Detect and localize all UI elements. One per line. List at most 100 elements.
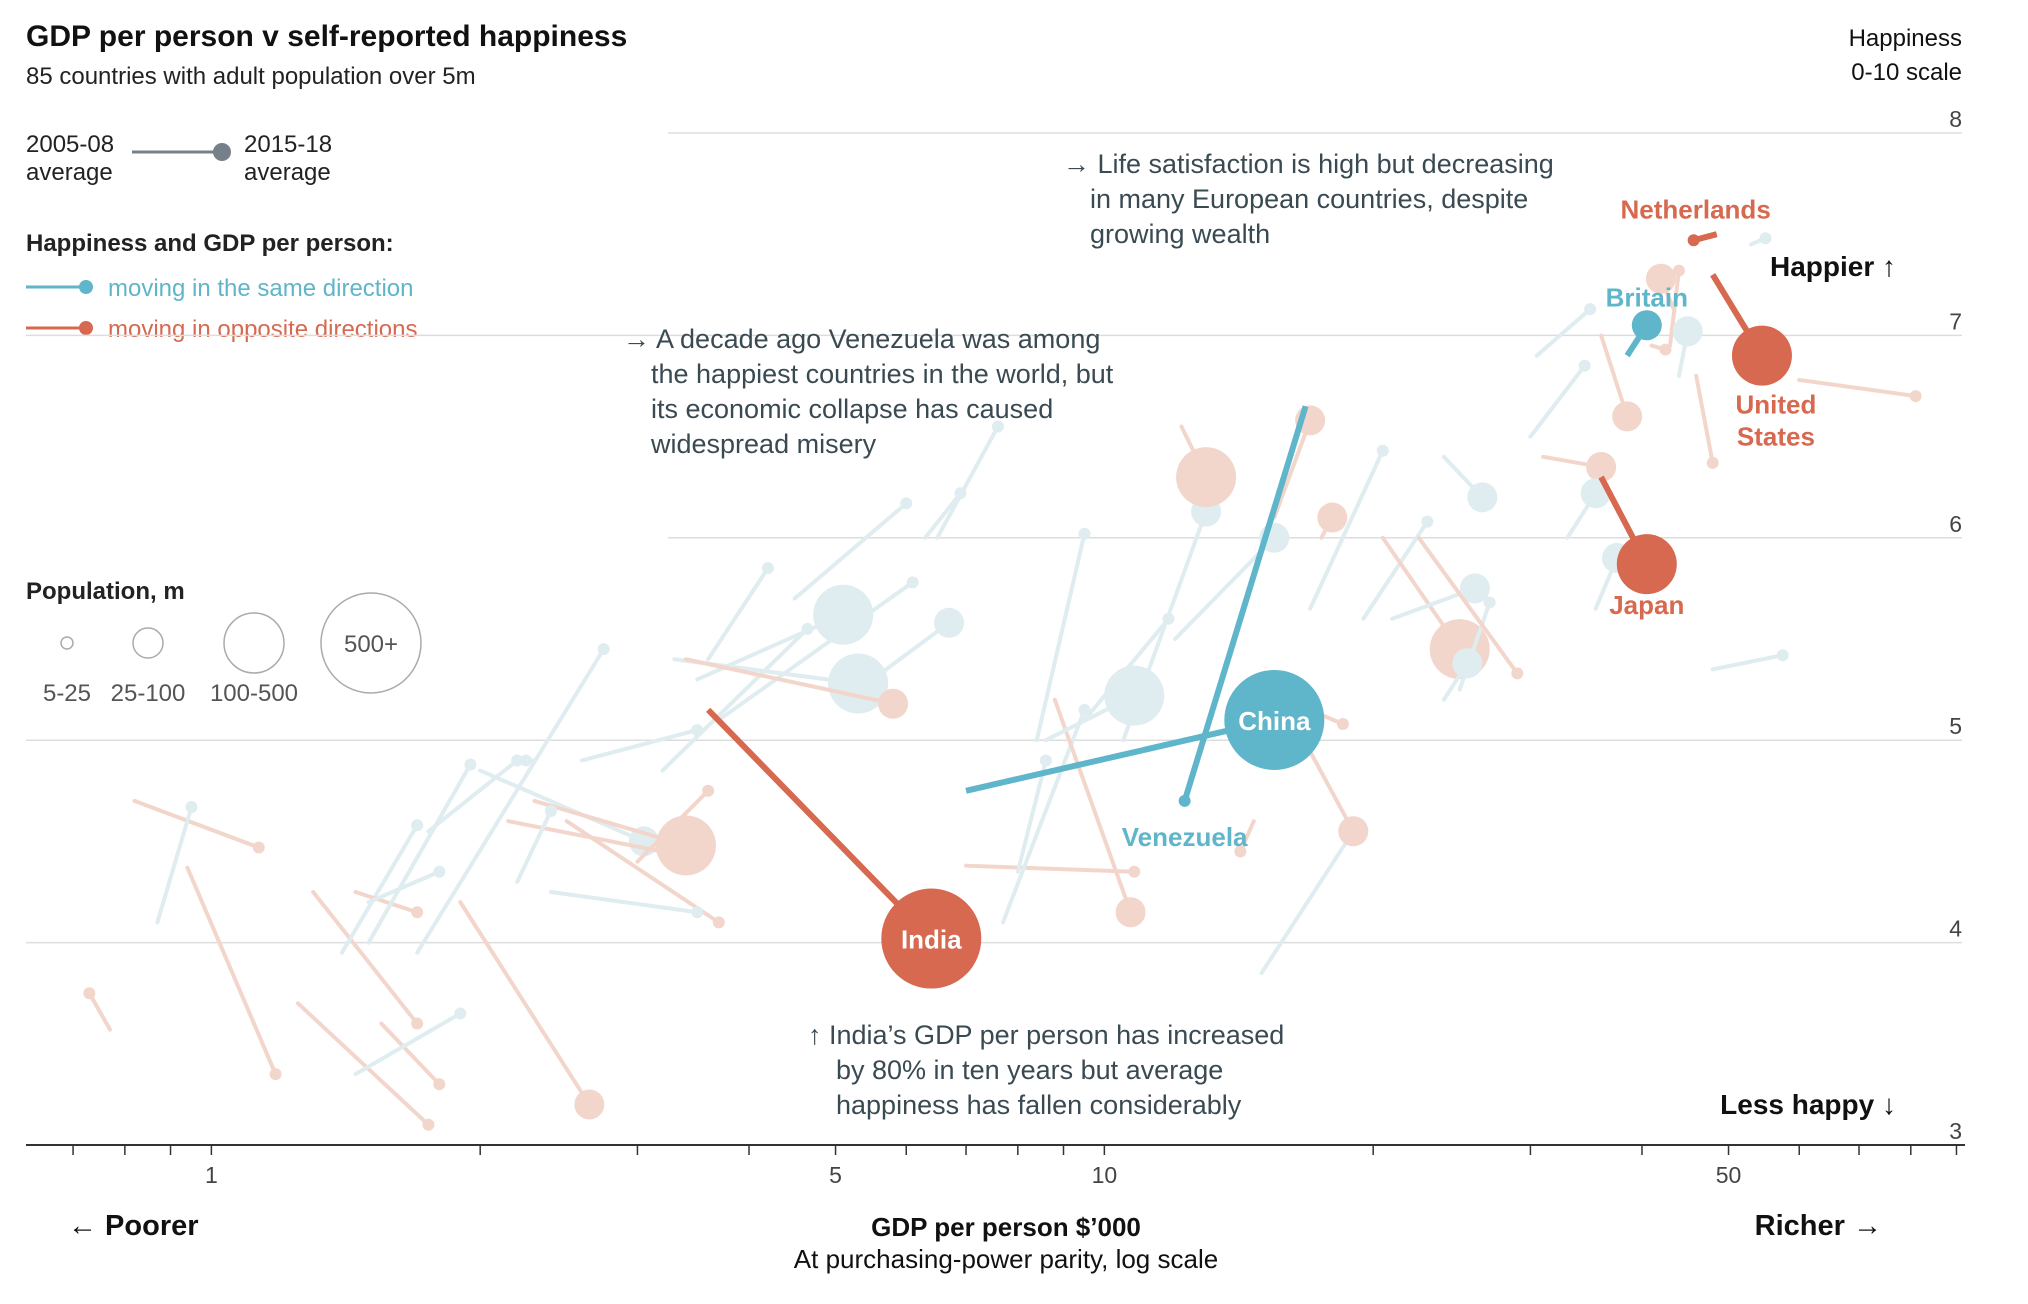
pop-size-25-100	[132, 627, 164, 659]
country-trail-line	[506, 819, 665, 854]
country-trail-line	[1797, 377, 1918, 399]
country-netherlands	[1687, 231, 1718, 247]
x-axis: 1 5 10 50	[26, 1144, 1965, 1188]
country-trail-line	[1534, 307, 1593, 358]
country-trail-line	[87, 991, 113, 1032]
country-dot	[1115, 897, 1146, 928]
country-trail	[1361, 515, 1434, 621]
country-trail	[1534, 303, 1597, 358]
country-trail-line	[366, 869, 442, 905]
china-dot	[1224, 669, 1325, 770]
country-trail-line	[379, 1021, 442, 1087]
country-trail	[716, 576, 919, 722]
country-india	[706, 707, 982, 989]
country-trail	[635, 784, 715, 864]
country-trail-line	[1121, 509, 1209, 743]
country-dot	[269, 1068, 282, 1081]
venezuela-dot	[1178, 794, 1191, 807]
country-trail-line	[353, 890, 420, 915]
country-trail	[579, 724, 704, 763]
country-trail	[353, 1007, 467, 1077]
japan-dot	[1616, 534, 1677, 595]
y-tick-8: 8	[1949, 106, 1962, 132]
country-trail-line	[935, 424, 1000, 540]
legend-end-2: average	[244, 159, 331, 186]
country-trail	[1176, 424, 1237, 508]
country-dot	[1659, 343, 1672, 356]
country-dot	[1672, 264, 1685, 277]
country-trail-line	[1001, 707, 1087, 925]
netherlands-dot	[1687, 234, 1700, 247]
country-dot	[934, 607, 965, 638]
country-trail	[1672, 316, 1703, 378]
country-trail-line	[923, 491, 963, 540]
pop-label-5-25: 5-25	[43, 680, 91, 707]
pop-size-500-plus	[320, 592, 422, 694]
annotation-venezuela-line-4: widespread misery	[650, 429, 877, 459]
country-trail-line	[870, 620, 952, 682]
country-trail	[564, 819, 725, 929]
country-dot	[433, 1078, 446, 1091]
y-axis-title-2: 0-10 scale	[1851, 59, 1962, 86]
country-trail-line	[132, 798, 261, 850]
country-trail	[311, 890, 424, 1030]
country-united-states	[1710, 273, 1792, 386]
country-trail-line	[964, 863, 1137, 874]
country-trail	[515, 805, 557, 884]
country-trail-line	[1015, 758, 1048, 874]
highlighted-countries: India China Venezuela Britain Netherlands Uni…	[706, 194, 1817, 989]
country-trail	[366, 865, 446, 905]
direction-legend: Happiness and GDP per person: moving in …	[26, 230, 418, 343]
x-tick-10: 10	[1092, 1162, 1118, 1188]
legend-start-2: average	[26, 159, 113, 186]
country-trail	[548, 890, 704, 919]
country-dot	[878, 688, 909, 719]
country-trail	[1234, 819, 1256, 858]
country-dot	[511, 754, 524, 767]
india-trail-line	[706, 707, 934, 941]
x-tick-50: 50	[1716, 1162, 1742, 1188]
pop-label-25-100: 25-100	[111, 680, 186, 707]
label-india: India	[901, 925, 962, 955]
annotation-venezuela-line-2: the happiest countries in the world, but	[651, 359, 1114, 389]
country-trail	[1173, 522, 1290, 641]
country-trail	[366, 758, 477, 945]
country-dot	[655, 815, 716, 876]
country-dot	[454, 1007, 467, 1020]
country-trail	[426, 754, 524, 834]
country-trail	[1416, 535, 1524, 680]
label-china: China	[1238, 706, 1311, 736]
country-trail	[683, 657, 909, 719]
country-dot	[1511, 667, 1524, 680]
country-dot	[519, 754, 532, 767]
country-trail-line	[792, 501, 909, 601]
country-dot	[900, 497, 913, 510]
venezuela-trail-line	[1181, 405, 1309, 802]
country-dot	[1078, 703, 1091, 716]
country-dot	[991, 420, 1004, 433]
united-states-dot	[1731, 325, 1792, 386]
annotation-europe-line-1: → Life satisfaction is high but decreasi…	[1063, 149, 1554, 179]
label-united-states-2: States	[1737, 422, 1815, 452]
country-dot	[1336, 718, 1349, 731]
annotation-india: ↑ India’s GDP per person has increased b…	[808, 1020, 1284, 1120]
annotation-venezuela: → A decade ago Venezuela was among the h…	[623, 324, 1114, 459]
country-trail	[353, 890, 424, 919]
country-trail-line	[660, 626, 810, 773]
country-dot	[1421, 515, 1434, 528]
label-venezuela: Venezuela	[1122, 822, 1248, 852]
country-trail	[1797, 377, 1922, 403]
country-trail	[964, 863, 1141, 878]
country-dot	[1078, 527, 1091, 540]
label-britain: Britain	[1606, 282, 1688, 312]
label-united-states-1: United	[1736, 390, 1817, 420]
y-tick-4: 4	[1949, 916, 1962, 942]
country-trail	[458, 900, 605, 1120]
country-dot	[712, 916, 725, 929]
x-axis-title: GDP per person $’000	[871, 1212, 1141, 1242]
pop-size-100-500	[223, 612, 285, 674]
country-trail-line	[478, 768, 646, 844]
label-japan: Japan	[1609, 590, 1684, 620]
china-trail-line	[965, 717, 1275, 794]
country-trail-line	[311, 890, 420, 1026]
